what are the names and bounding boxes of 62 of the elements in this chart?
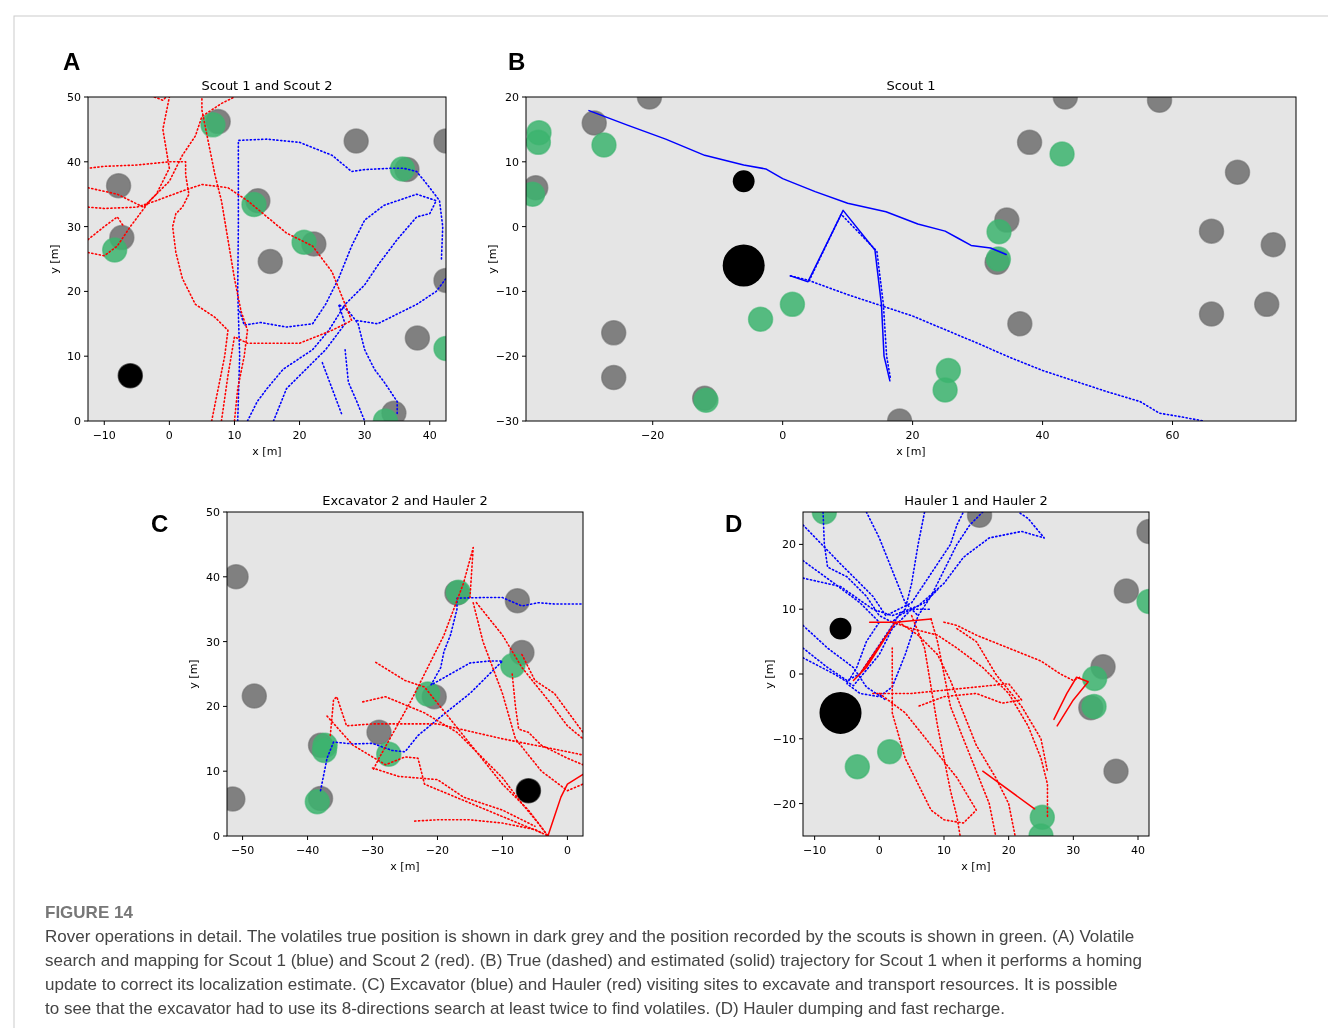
x-axis-title: x [m] (961, 860, 991, 873)
caption: FIGURE 14 (45, 903, 134, 922)
y-tick-label: 40 (67, 155, 81, 169)
y-tick-label: 30 (67, 220, 81, 234)
x-tick-label: 0 (875, 844, 883, 857)
y-tick-label: 30 (206, 635, 220, 649)
x-tick-label: 0 (165, 429, 173, 442)
x-tick-label: −50 (230, 844, 255, 857)
y-axis-title: y [m] (187, 659, 200, 689)
x-tick-label: 20 (905, 429, 920, 442)
x-tick-label: 30 (1066, 844, 1081, 857)
y-tick-label: 20 (206, 700, 220, 714)
y-tick-label: 40 (206, 570, 220, 584)
chart-title: Scout 1 and Scout 2 (201, 78, 333, 93)
text: B (508, 48, 526, 75)
x-tick-label: 40 (1131, 844, 1146, 857)
y-tick-label: 20 (782, 538, 796, 552)
y-axis-title: y [m] (486, 244, 499, 274)
x-tick-label: 0 (563, 844, 571, 857)
x-tick-label: 40 (422, 429, 437, 442)
y-tick-label: −10 (772, 732, 796, 746)
x-axis-title: x [m] (252, 445, 282, 458)
y-tick-label: 0 (789, 668, 796, 681)
x-tick-label: −10 (803, 844, 827, 857)
x-tick-label: 60 (1165, 429, 1180, 442)
y-tick-label: 10 (782, 603, 796, 617)
text: D (725, 510, 743, 537)
y-tick-label: 10 (67, 350, 81, 364)
y-axis-title: y [m] (48, 244, 61, 274)
x-axis-title: x [m] (390, 860, 420, 873)
y-tick-label: 20 (505, 91, 519, 104)
y-tick-label: 20 (67, 285, 81, 299)
x-axis-title: x [m] (896, 445, 926, 458)
x-tick-label: −20 (425, 844, 450, 857)
y-tick-label: 10 (206, 765, 220, 779)
x-tick-label: −20 (641, 429, 665, 442)
y-tick-label: 50 (206, 506, 220, 519)
x-tick-label: −40 (295, 844, 320, 857)
text: C (151, 510, 169, 537)
chart-title: Hauler 1 and Hauler 2 (904, 493, 1048, 508)
x-tick-label: 40 (1035, 429, 1050, 442)
y-axis-title: y [m] (763, 659, 776, 689)
x-tick-label: −30 (360, 844, 385, 857)
x-tick-label: 30 (357, 429, 372, 442)
text: A (63, 48, 81, 75)
y-tick-label: 0 (512, 220, 519, 234)
y-tick-label: −20 (495, 350, 519, 364)
x-tick-label: 10 (936, 844, 951, 857)
x-tick-label: 10 (227, 429, 242, 442)
y-tick-label: 0 (213, 830, 220, 843)
y-tick-label: −30 (495, 415, 519, 428)
chart-title: Excavator 2 and Hauler 2 (322, 493, 488, 508)
x-tick-label: −10 (92, 429, 116, 442)
x-tick-label: 20 (292, 429, 307, 442)
y-tick-label: −10 (495, 285, 519, 299)
y-tick-label: 10 (505, 155, 519, 169)
text: Rover operations in detail. The volatiles true position is shown in dark grey and the position recorded by the scouts is shown in green. (A) Volatile search and mapping for Scout 1 (blue) and Scout 2 (red). (B) True (dashed) and estimated (solid) trajectory for Scout 1 when it performs a homing update to correct its localization estimate. (C) Excavator (blue) and Hauler (red) visiting sites to excavate and transport resources. It is possible to see that the excavator had to use its 8-directions search at least twice to find volatiles. (D) Hauler dumping and fast recharge. (45, 927, 1143, 1018)
y-tick-label: 0 (74, 415, 81, 428)
y-tick-label: 50 (67, 91, 81, 104)
x-tick-label: 20 (1001, 844, 1016, 857)
y-tick-label: −20 (772, 797, 796, 811)
chart-title: Scout 1 (886, 78, 936, 93)
